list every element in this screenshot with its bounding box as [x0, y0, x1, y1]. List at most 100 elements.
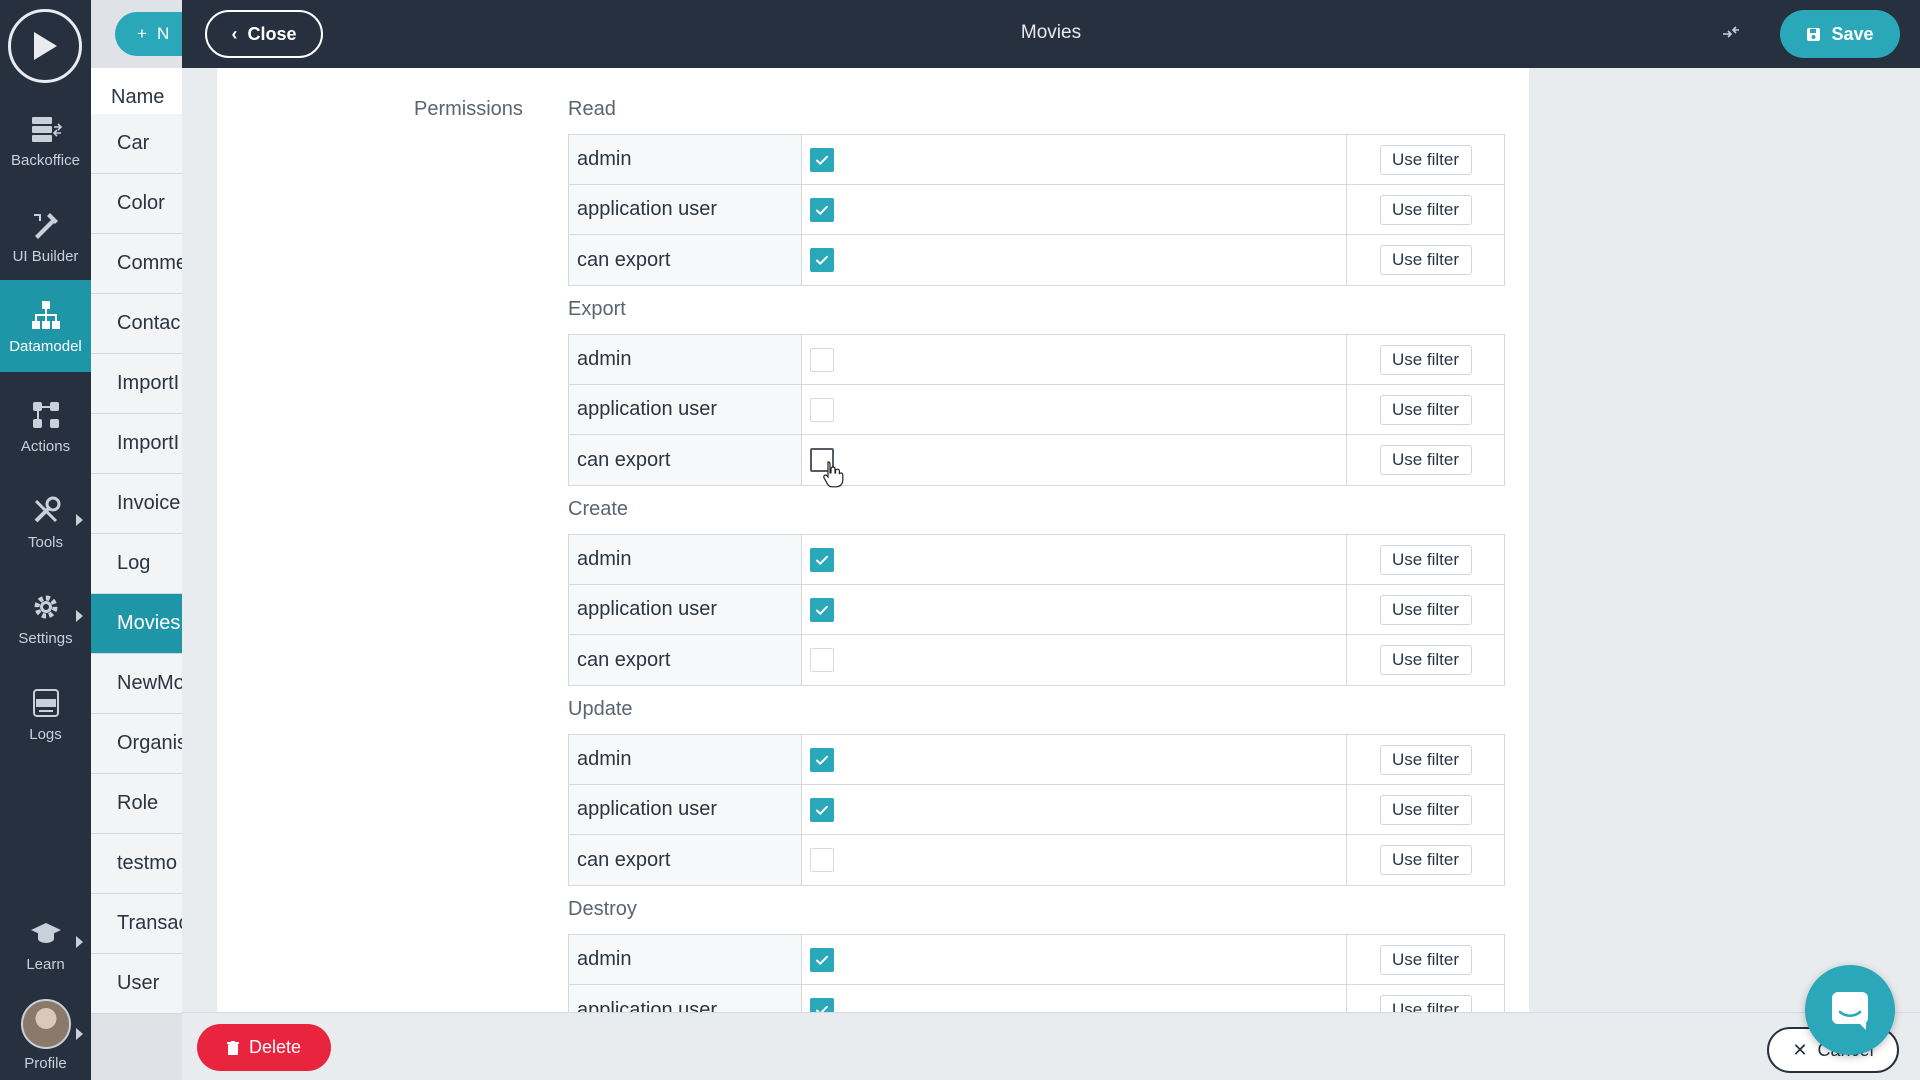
nav-label: Tools	[27, 533, 64, 551]
use-filter-button[interactable]: Use filter	[1379, 594, 1472, 625]
permission-checkbox[interactable]	[810, 197, 834, 222]
permission-checkbox[interactable]	[810, 597, 834, 622]
checkbox-cell	[802, 435, 1347, 485]
graduation-cap-icon	[29, 916, 63, 950]
list-item[interactable]: Role	[91, 774, 182, 834]
list-item[interactable]: Car	[91, 114, 182, 174]
list-item[interactable]: User	[91, 954, 182, 1014]
nav-ui-builder[interactable]: UI Builder	[0, 190, 91, 282]
use-filter-button[interactable]: Use filter	[1379, 744, 1472, 775]
checkbox-cell	[802, 785, 1347, 834]
nav-logs[interactable]: Logs	[0, 668, 91, 760]
main-content: Permissions Read admin Use filter applicati…	[182, 68, 1920, 1012]
ui-builder-icon	[29, 208, 63, 242]
chat-support-button[interactable]	[1805, 965, 1895, 1055]
role-name: application user	[569, 385, 802, 434]
list-item[interactable]: Organis	[91, 714, 182, 774]
role-name: can export	[569, 435, 802, 485]
chat-icon	[1832, 992, 1868, 1030]
permission-checkbox[interactable]	[810, 947, 834, 972]
use-filter-button[interactable]: Use filter	[1379, 544, 1472, 575]
use-filter-button[interactable]: Use filter	[1379, 144, 1472, 175]
nav-backoffice[interactable]: Backoffice	[0, 94, 91, 186]
checkbox-cell	[802, 235, 1347, 285]
delete-button[interactable]: Delete	[197, 1024, 331, 1071]
use-filter-button[interactable]: Use filter	[1379, 944, 1472, 975]
permission-checkbox[interactable]	[810, 848, 834, 872]
list-item-selected[interactable]: Movies	[91, 594, 182, 654]
play-icon	[34, 32, 57, 60]
collapse-icon[interactable]	[1720, 22, 1742, 44]
role-name: application user	[569, 185, 802, 234]
permissions-panel: Permissions Read admin Use filter applicati…	[217, 68, 1529, 1012]
filter-cell: Use filter	[1347, 835, 1504, 885]
role-name: admin	[569, 135, 802, 184]
use-filter-button[interactable]: Use filter	[1379, 995, 1472, 1012]
permission-checkbox[interactable]	[810, 747, 834, 772]
use-filter-button[interactable]: Use filter	[1379, 645, 1472, 675]
play-button[interactable]	[8, 9, 82, 83]
actions-icon	[29, 398, 63, 432]
filter-cell: Use filter	[1347, 235, 1504, 285]
checkbox-cell	[802, 335, 1347, 384]
list-item[interactable]: NewMo	[91, 654, 182, 714]
chevron-left-icon: ‹	[231, 23, 238, 44]
caret-right-icon	[76, 1028, 83, 1040]
permission-row: application user Use filter	[569, 385, 1504, 435]
checkbox-cell	[802, 135, 1347, 184]
filter-cell: Use filter	[1347, 935, 1504, 984]
close-icon: ✕	[1792, 1039, 1808, 1060]
save-button[interactable]: Save	[1780, 10, 1900, 58]
use-filter-button[interactable]: Use filter	[1379, 394, 1472, 425]
use-filter-button[interactable]: Use filter	[1379, 194, 1472, 225]
list-item[interactable]: Contac	[91, 294, 182, 354]
nav-label: UI Builder	[12, 247, 79, 265]
list-item[interactable]: Invoice	[91, 474, 182, 534]
permission-checkbox[interactable]	[810, 648, 834, 672]
use-filter-button[interactable]: Use filter	[1379, 845, 1472, 875]
caret-right-icon	[76, 514, 83, 526]
permission-row: admin Use filter	[569, 535, 1504, 585]
nav-learn[interactable]: Learn	[0, 898, 91, 990]
list-item[interactable]: ImportI	[91, 354, 182, 414]
permission-checkbox[interactable]	[810, 347, 834, 372]
permissions-label: Permissions	[414, 98, 523, 120]
permission-row: admin Use filter	[569, 735, 1504, 785]
role-name: admin	[569, 735, 802, 784]
nav-actions[interactable]: Actions	[0, 380, 91, 472]
list-item[interactable]: Transac	[91, 894, 182, 954]
backoffice-icon	[29, 112, 63, 146]
checkbox-cell	[802, 735, 1347, 784]
filter-cell: Use filter	[1347, 985, 1504, 1012]
permission-checkbox[interactable]	[810, 547, 834, 572]
use-filter-button[interactable]: Use filter	[1379, 344, 1472, 375]
section-title-update: Update	[568, 698, 633, 720]
permission-row: application user Use filter	[569, 185, 1504, 235]
checkbox-cell	[802, 935, 1347, 984]
list-item[interactable]: testmo	[91, 834, 182, 894]
top-bar: ‹ Close Movies Save	[182, 0, 1920, 68]
list-item[interactable]: Comme	[91, 234, 182, 294]
list-item[interactable]: Log	[91, 534, 182, 594]
permission-checkbox[interactable]	[810, 448, 834, 472]
permission-checkbox[interactable]	[810, 248, 834, 272]
nav-datamodel[interactable]: Datamodel	[0, 280, 91, 372]
use-filter-button[interactable]: Use filter	[1379, 445, 1472, 475]
list-item[interactable]: Color	[91, 174, 182, 234]
permission-row: can export Use filter	[569, 635, 1504, 685]
permission-row: can export Use filter	[569, 235, 1504, 285]
checkbox-cell	[802, 985, 1347, 1012]
permission-checkbox[interactable]	[810, 397, 834, 422]
page-title: Movies	[1020, 22, 1082, 43]
use-filter-button[interactable]: Use filter	[1379, 794, 1472, 825]
close-button[interactable]: ‹ Close	[205, 10, 323, 58]
permission-checkbox[interactable]	[810, 147, 834, 172]
nav-profile[interactable]: Profile	[0, 990, 91, 1080]
permission-checkbox[interactable]	[810, 797, 834, 822]
nav-settings[interactable]: Settings	[0, 572, 91, 664]
use-filter-button[interactable]: Use filter	[1379, 245, 1472, 275]
permission-row: application user Use filter	[569, 785, 1504, 835]
permission-checkbox[interactable]	[810, 998, 834, 1012]
list-item[interactable]: ImportI	[91, 414, 182, 474]
nav-tools[interactable]: Tools	[0, 476, 91, 568]
